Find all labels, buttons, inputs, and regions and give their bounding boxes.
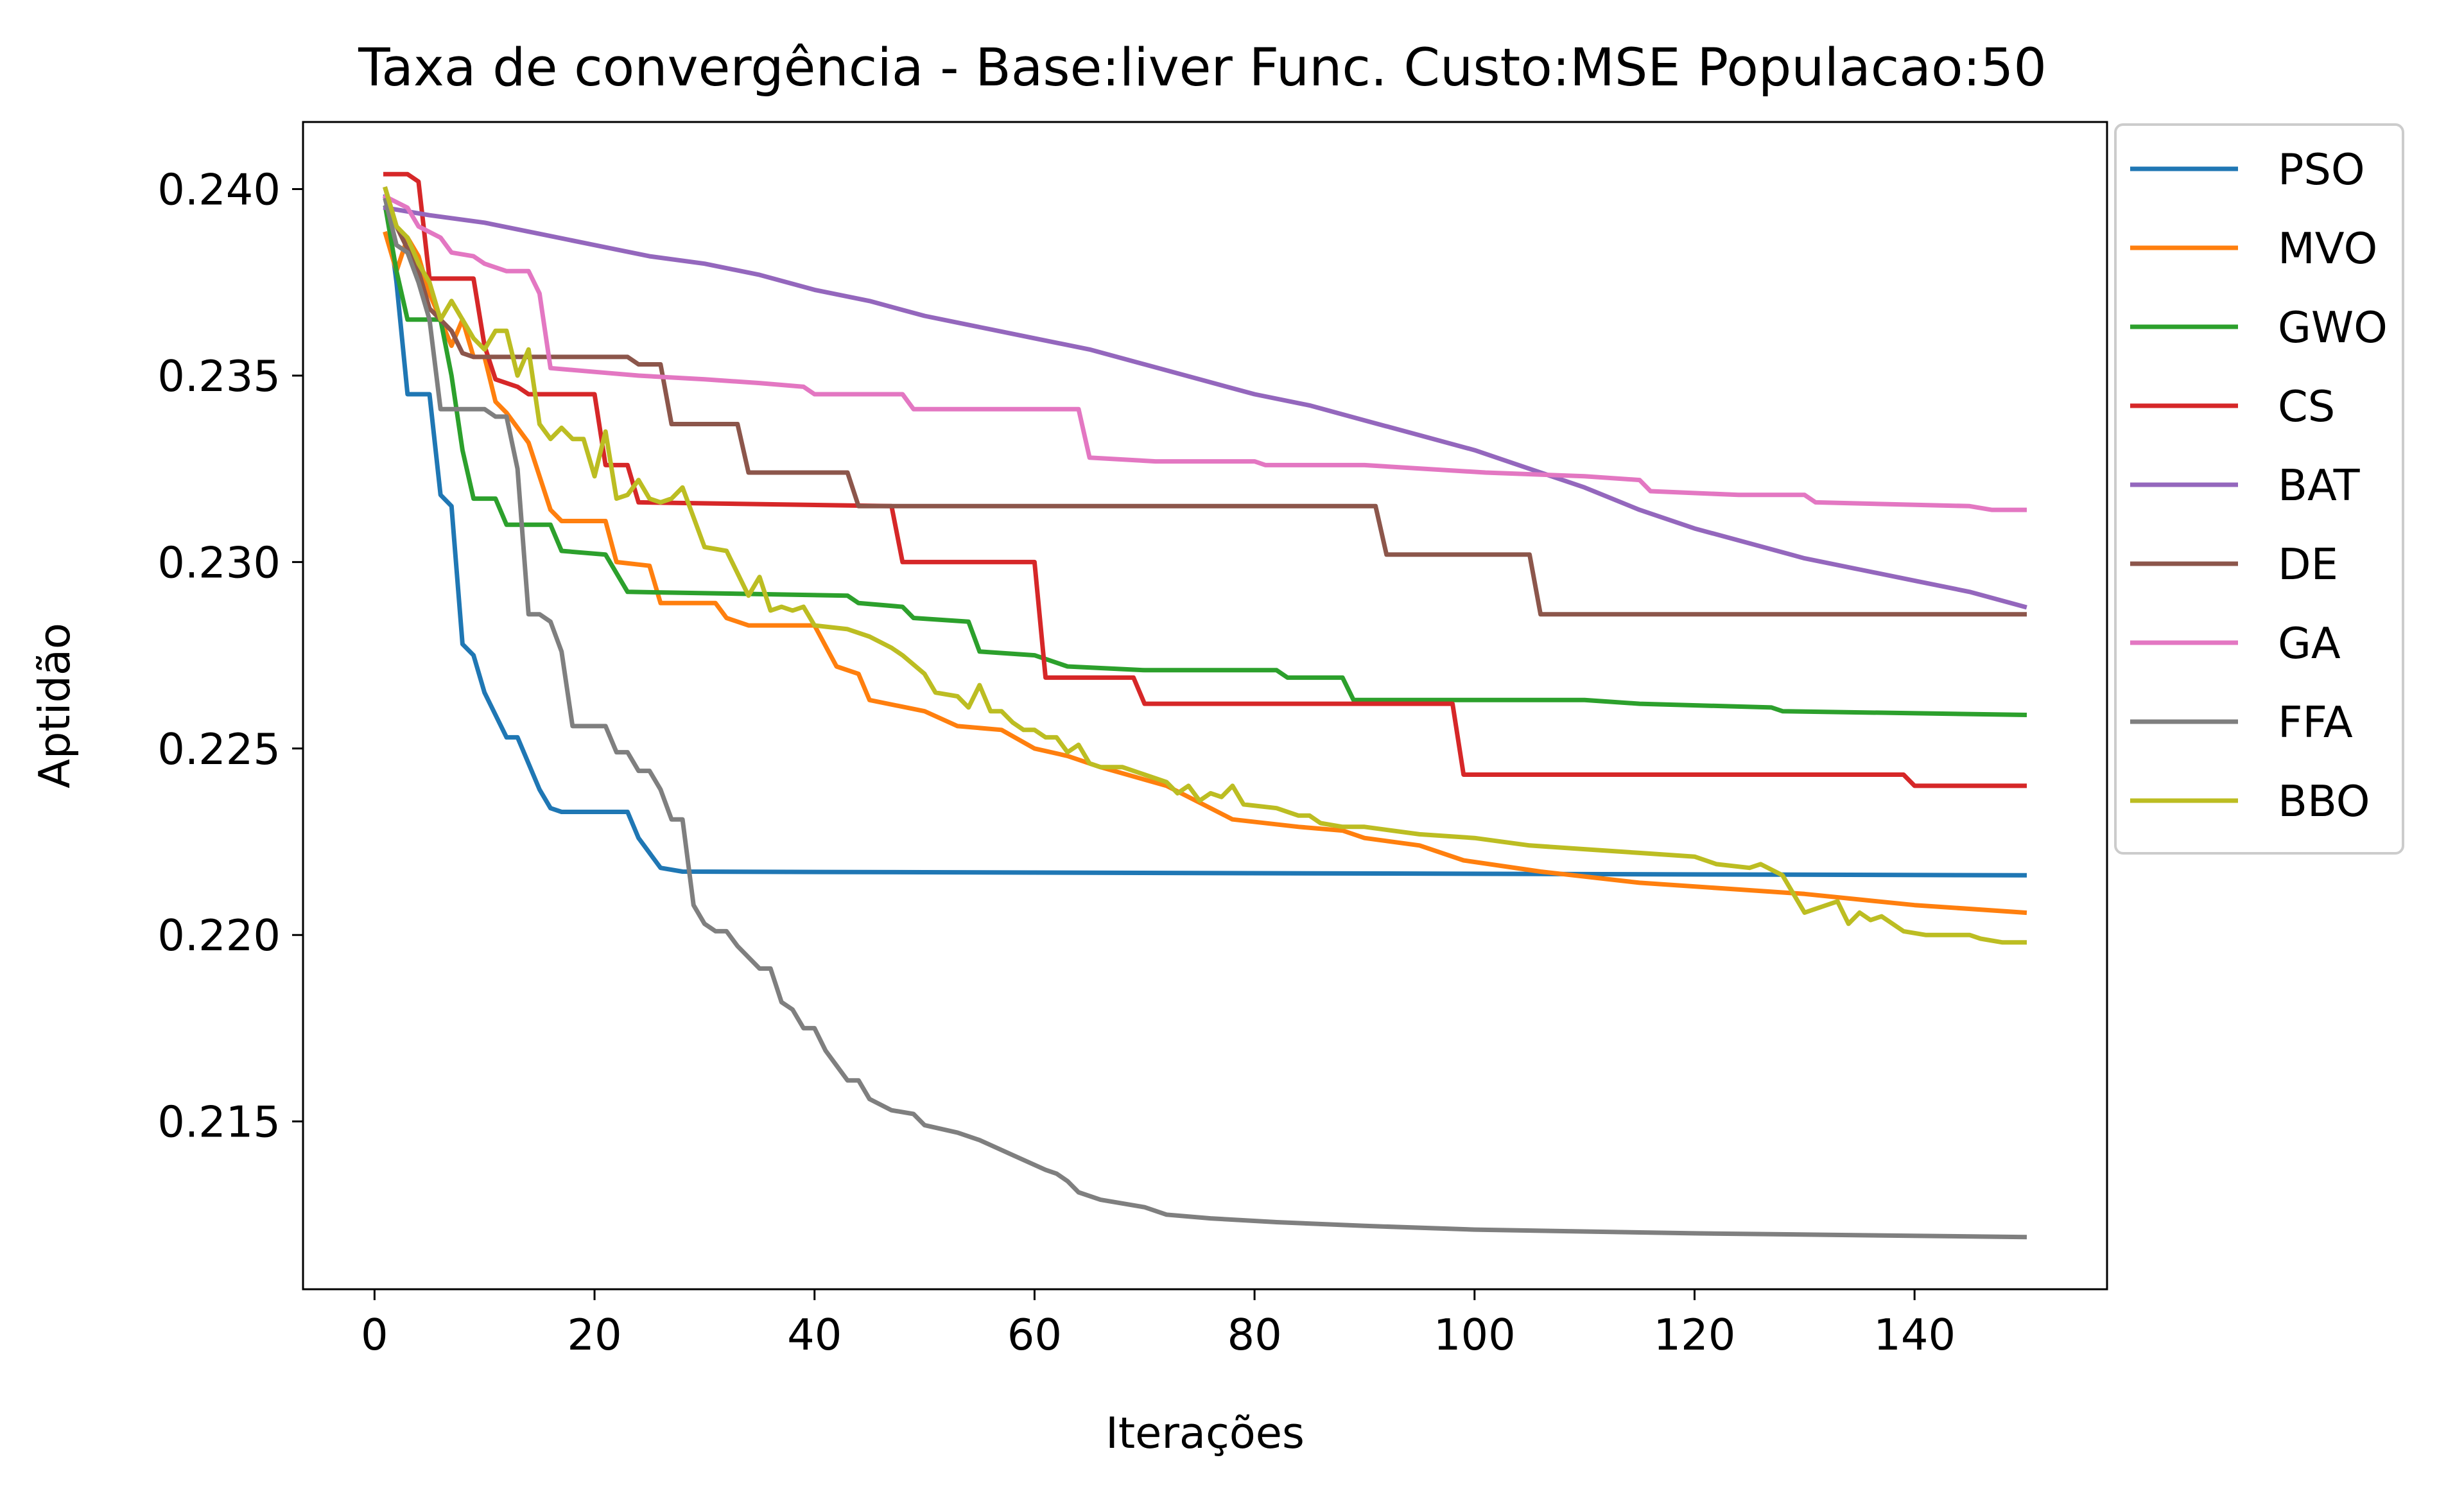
legend-label-bat: BAT xyxy=(2278,460,2361,510)
legend-label-bbo: BBO xyxy=(2278,776,2370,826)
x-tick-label: 40 xyxy=(787,1310,842,1360)
x-tick-label: 140 xyxy=(1873,1310,1956,1360)
y-tick-label: 0.225 xyxy=(157,724,281,774)
y-axis-ticks: 0.215 0.220 0.225 0.230 0.235 0.240 xyxy=(157,165,303,1147)
series-line-pso xyxy=(383,194,2027,878)
y-tick-label: 0.235 xyxy=(157,351,281,401)
legend-label-ffa: FFA xyxy=(2278,697,2353,747)
series-line-ga xyxy=(382,193,2027,512)
x-tick-label: 20 xyxy=(567,1310,621,1360)
y-tick-label: 0.220 xyxy=(157,910,281,961)
legend-label-gwo: GWO xyxy=(2278,302,2388,352)
x-tick-label: 120 xyxy=(1654,1310,1736,1360)
series-line-gwo xyxy=(383,205,2027,718)
series-line-mvo xyxy=(383,230,2027,916)
x-tick-label: 60 xyxy=(1007,1310,1062,1360)
y-tick-label: 0.240 xyxy=(157,165,281,215)
y-axis-label: Aptidão xyxy=(30,623,80,788)
x-tick-label: 80 xyxy=(1227,1310,1281,1360)
legend-entries: PSO MVO GWO CS BAT DE GA FFA BBO xyxy=(2130,144,2388,826)
y-tick-label: 0.230 xyxy=(157,537,281,587)
series-line-bat xyxy=(383,205,2027,610)
legend-label-cs: CS xyxy=(2278,381,2335,431)
x-tick-label: 0 xyxy=(361,1310,388,1360)
legend-box xyxy=(2114,123,2404,855)
series-line-bbo xyxy=(383,186,2027,945)
legend-label-de: DE xyxy=(2278,539,2338,589)
plot-frame xyxy=(302,121,2108,1291)
y-tick-label: 0.215 xyxy=(157,1097,281,1147)
legend: PSO MVO GWO CS BAT DE GA FFA BBO xyxy=(2114,123,2404,855)
series-line-ffa xyxy=(383,197,2027,1240)
legend-label-mvo: MVO xyxy=(2278,223,2377,274)
series-lines xyxy=(382,171,2027,1240)
x-axis-ticks: 0 20 40 60 80 100 120 140 xyxy=(361,1289,1956,1360)
x-axis-label: Iterações xyxy=(1106,1408,1305,1458)
series-line-de xyxy=(383,186,2027,617)
chart-title: Taxa de convergência - Base:liver Func. … xyxy=(358,38,2047,98)
legend-label-ga: GA xyxy=(2278,618,2341,668)
legend-label-pso: PSO xyxy=(2278,144,2365,195)
x-tick-label: 100 xyxy=(1434,1310,1516,1360)
